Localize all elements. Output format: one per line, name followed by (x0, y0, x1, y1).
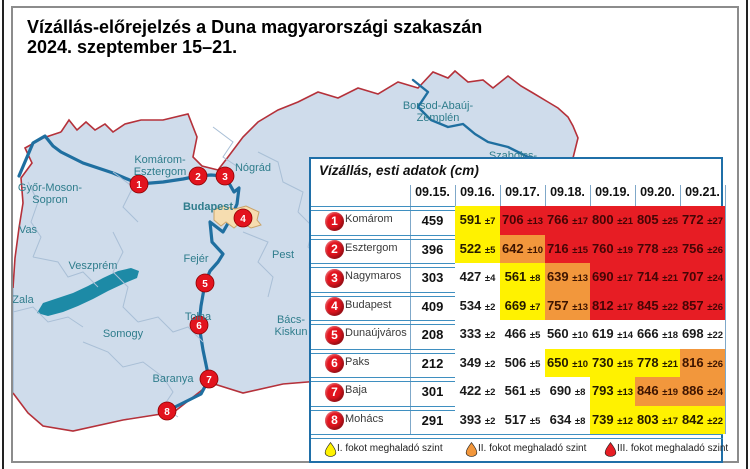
svg-text:4: 4 (240, 214, 246, 225)
svg-text:1: 1 (136, 180, 142, 191)
svg-text:5: 5 (202, 279, 208, 290)
svg-text:8: 8 (164, 407, 170, 418)
